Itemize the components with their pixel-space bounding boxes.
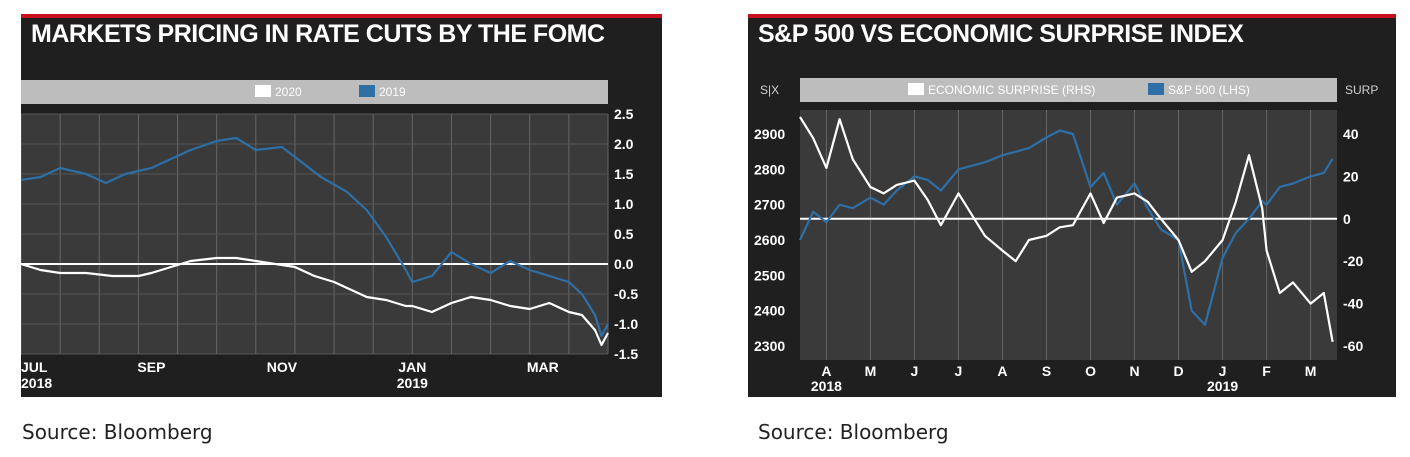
y-tick-label: 2.0 [614,136,634,152]
x-tick-year: 2019 [397,375,428,391]
series-line-sp500 [799,129,1334,326]
y-tick-label: -1.0 [614,316,638,332]
sp500-surprise-chart-svg: S|X SURP 2900 2800 2700 2600 2500 2400 2300 40 20 0… [754,78,1378,394]
x-tick-label: JUL [21,359,48,375]
y-tick-label: 0.5 [614,226,634,242]
series-line-2019 [21,136,609,338]
y-tick-label: -1.5 [614,346,638,362]
x-tick-label: M [1305,363,1317,379]
left-y-tick-label: 2500 [754,267,785,283]
legend-swatch [1148,83,1164,95]
right-y-tick-label: 40 [1343,126,1359,142]
x-tick-label: D [1173,363,1183,379]
y-tick-label: -0.5 [614,286,638,302]
x-tick-label: N [1129,363,1139,379]
legend-bar [21,80,608,104]
legend-swatch [359,85,375,97]
left-y-tick-label: 2700 [754,197,785,213]
x-tick-year: 2018 [811,378,842,394]
x-tick-year: 2018 [21,375,52,391]
chart-title: MARKETS PRICING IN RATE CUTS BY THE FOMC [31,20,605,48]
legend-label: ECONOMIC SURPRISE (RHS) [928,83,1095,97]
left-y-tick-label: 2600 [754,232,785,248]
series-line-2020 [21,256,609,347]
right-axis-label: SURP [1345,83,1378,97]
x-tick-year: 2019 [1207,378,1238,394]
plot-area [800,110,1337,360]
left-y-tick-label: 2400 [754,303,785,319]
legend-bar [800,78,1337,102]
chart-title: S&P 500 VS ECONOMIC SURPRISE INDEX [758,20,1244,48]
y-tick-label: 1.0 [614,196,634,212]
right-y-tick-label: 20 [1343,168,1359,184]
x-tick-label: O [1085,363,1096,379]
legend-label: 2020 [275,85,302,99]
rate-cuts-chart-svg: 2.5 2.0 1.5 1.0 0.5 0.0 -0.5 -1.0 -1.5 2020 2019 JU… [21,80,638,391]
y-tick-label: 0.0 [614,256,634,272]
panel-red-accent-bar [21,14,662,18]
left-y-tick-label: 2300 [754,338,785,354]
legend-swatch [908,83,924,95]
x-tick-label: S [1042,363,1051,379]
source-caption: Source: Bloomberg [758,420,949,444]
y-tick-label: 2.5 [614,106,634,122]
chart-panel-sp500-surprise: S&P 500 VS ECONOMIC SURPRISE INDEX S|X SU… [748,14,1396,397]
x-tick-label: J [1219,363,1227,379]
legend-label: S&P 500 (LHS) [1168,83,1250,97]
x-tick-label: J [911,363,919,379]
left-axis-label: S|X [760,83,779,97]
right-y-tick-label: 0 [1343,211,1351,227]
x-tick-label: F [1262,363,1271,379]
chart-panel-rate-cuts: MARKETS PRICING IN RATE CUTS BY THE FOMC… [21,14,662,397]
right-y-tick-label: -40 [1343,296,1363,312]
source-caption: Source: Bloomberg [22,420,213,444]
right-y-tick-label: -20 [1343,253,1363,269]
x-tick-label: A [821,363,831,379]
x-tick-label: MAR [527,359,559,375]
x-tick-label: A [997,363,1007,379]
x-tick-label: M [865,363,877,379]
right-y-tick-label: -60 [1343,338,1363,354]
legend-swatch [255,85,271,97]
series-line-economic-surprise [799,116,1334,342]
x-tick-label: JAN [398,359,426,375]
left-y-tick-label: 2900 [754,126,785,142]
x-tick-label: J [955,363,963,379]
y-tick-label: 1.5 [614,166,634,182]
legend-label: 2019 [379,85,406,99]
left-y-tick-label: 2800 [754,161,785,177]
x-tick-label: SEP [137,359,165,375]
panel-red-accent-bar [748,14,1396,18]
x-tick-label: NOV [267,359,298,375]
